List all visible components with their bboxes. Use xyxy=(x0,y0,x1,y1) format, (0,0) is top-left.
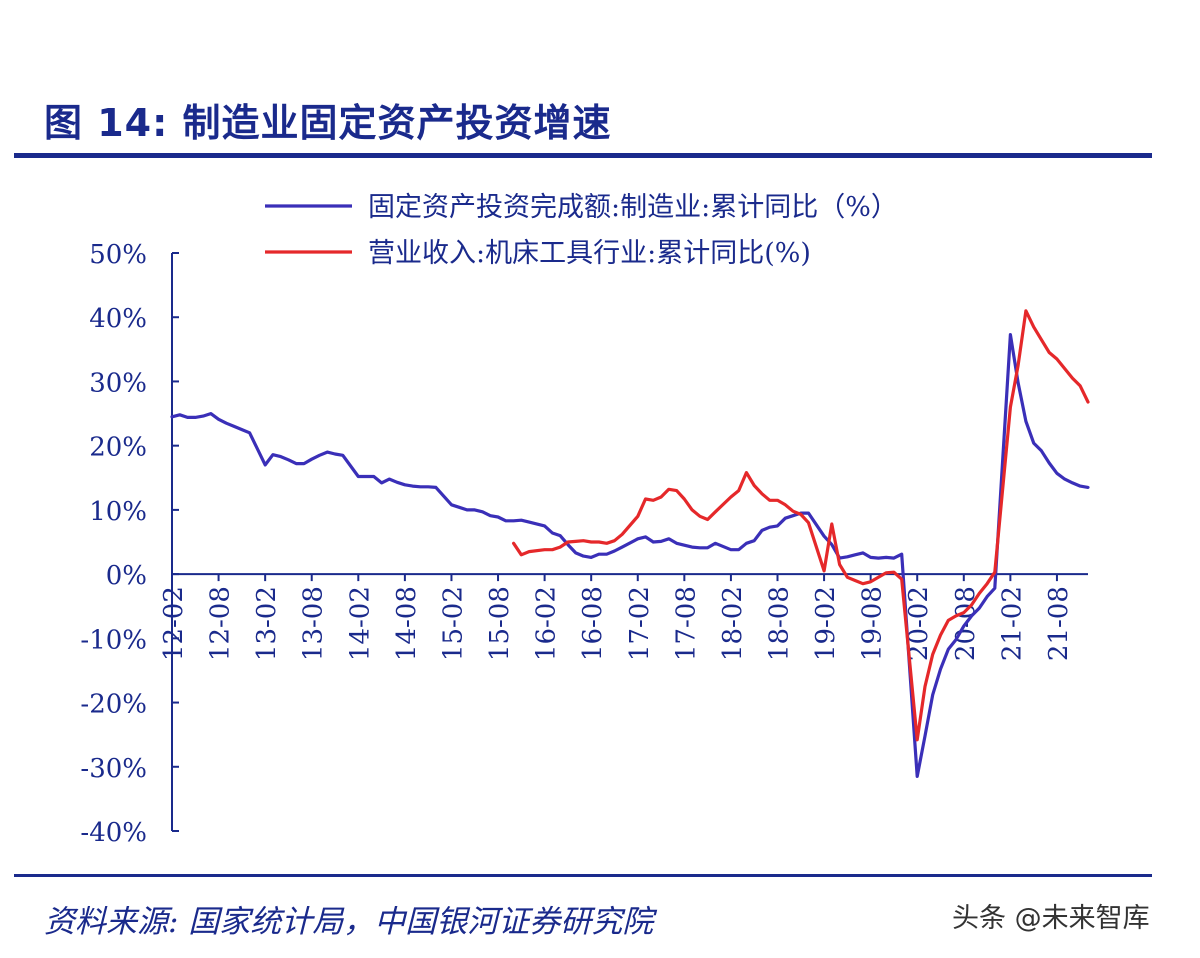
x-tick-label: 19-08 xyxy=(858,586,888,661)
y-tick-label: 0% xyxy=(106,561,147,591)
x-tick-label: 14-02 xyxy=(345,586,375,661)
y-tick-label: 10% xyxy=(89,497,147,527)
legend: 固定资产投资完成额:制造业:累计同比（%） 营业收入:机床工具行业:累计同比(%) xyxy=(265,192,898,269)
y-axis: 50% 40% 30% 20% 10% 0% -10% -20% -30% -40% xyxy=(80,240,179,848)
x-axis: 12-02 12-08 13-02 13-08 14-02 14-08 15-02 15-08… xyxy=(159,573,1088,661)
y-tick-label: -20% xyxy=(80,690,147,720)
x-tick-label: 21-02 xyxy=(997,586,1027,661)
series-lines xyxy=(170,309,1090,778)
y-tick-label: 50% xyxy=(89,240,147,270)
series-line-2 xyxy=(512,309,1090,742)
x-tick-label: 18-02 xyxy=(718,586,748,661)
x-tick-label: 13-02 xyxy=(252,586,282,661)
y-tick-label: 40% xyxy=(89,304,147,334)
x-tick-label: 15-08 xyxy=(485,586,515,661)
title-divider xyxy=(14,153,1152,158)
x-tick-label: 14-08 xyxy=(392,586,422,661)
y-tick-label: 20% xyxy=(89,433,147,463)
x-tick-label: 19-02 xyxy=(811,586,841,661)
x-tick-label: 13-08 xyxy=(299,586,329,661)
x-tick-label: 12-08 xyxy=(206,586,236,661)
x-tick-label: 15-02 xyxy=(438,586,468,661)
source-note: 资料来源: 国家统计局，中国银河证券研究院 xyxy=(44,904,654,940)
source-divider xyxy=(14,874,1152,877)
figure-title: 图 14: 制造业固定资产投资增速 xyxy=(44,101,612,145)
y-tick-label: -30% xyxy=(80,754,147,784)
y-tick-label: 30% xyxy=(89,368,147,398)
legend-label-1: 固定资产投资完成额:制造业:累计同比（%） xyxy=(368,192,898,223)
x-tick-label: 16-08 xyxy=(578,586,608,661)
x-tick-label: 16-02 xyxy=(532,586,562,661)
x-tick-label: 17-02 xyxy=(625,586,655,661)
watermark: 头条 @未来智库 xyxy=(952,903,1150,934)
y-tick-label: -10% xyxy=(80,625,147,655)
x-tick-label: 12-02 xyxy=(159,586,189,661)
x-tick-label: 18-08 xyxy=(764,586,794,661)
legend-label-2: 营业收入:机床工具行业:累计同比(%) xyxy=(368,238,811,269)
x-tick-label: 21-08 xyxy=(1044,586,1074,661)
x-tick-label: 17-08 xyxy=(671,586,701,661)
series-line-1 xyxy=(170,333,1090,778)
y-tick-label: -40% xyxy=(80,818,147,848)
